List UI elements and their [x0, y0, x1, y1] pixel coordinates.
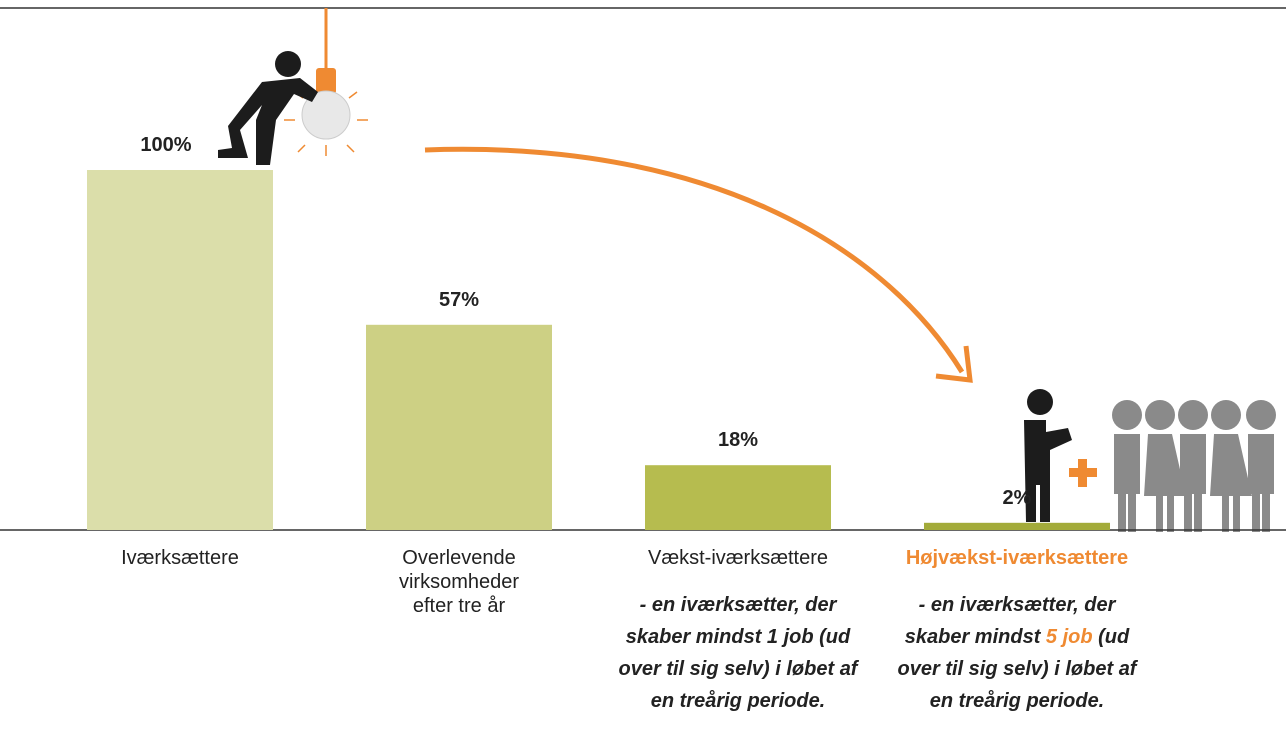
category-label: Højvækst-iværksættere — [905, 547, 1129, 569]
category-label: Iværksættere — [121, 547, 239, 569]
bar — [924, 522, 1110, 530]
description-text: (ud over til sig selv) i løbet af en tre… — [618, 626, 858, 712]
description: - en iværksætter, der skaber mindst 1 jo… — [613, 589, 863, 717]
bar — [87, 170, 273, 530]
person-plus-icon — [1024, 389, 1097, 522]
value-label: 2% — [1002, 486, 1032, 509]
people-icons — [1112, 400, 1276, 532]
category-label: Overlevende virksomheder efter tre år — [398, 547, 520, 617]
value-label: 18% — [717, 429, 759, 452]
description-highlight: 1 job — [766, 626, 814, 648]
value-label: 57% — [438, 288, 480, 311]
bar — [366, 324, 552, 530]
arrow — [424, 146, 965, 374]
value-label: 100% — [140, 134, 192, 156]
description-text: - en iværksætter, der skaber mindst — [625, 594, 837, 648]
description-text: - en iværksætter, der skaber mindst — [904, 594, 1116, 648]
bar — [645, 465, 831, 530]
description: - en iværksætter, der skaber mindst 5 jo… — [892, 589, 1142, 717]
description-text: (ud over til sig selv) i løbet af en tre… — [897, 626, 1137, 712]
person-icon — [218, 51, 318, 165]
arrow-head — [935, 345, 973, 383]
description-highlight: 5 job — [1045, 626, 1093, 648]
category-label: Vækst-iværksættere — [647, 547, 829, 569]
